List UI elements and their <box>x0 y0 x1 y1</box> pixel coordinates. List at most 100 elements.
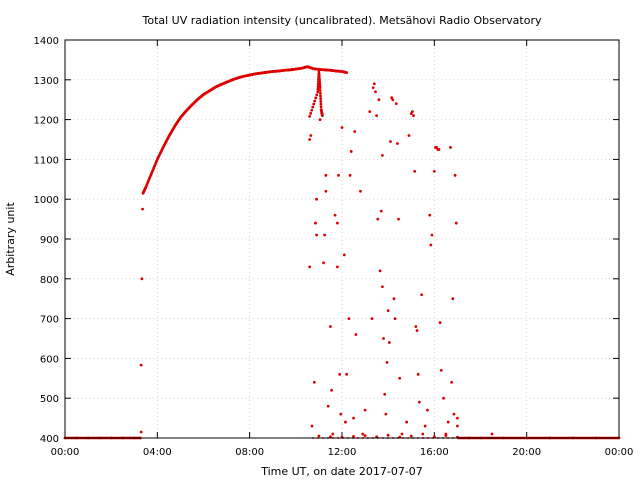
data-point <box>318 80 322 84</box>
y-tick-label: 900 <box>40 235 59 246</box>
data-point <box>371 86 375 90</box>
data-point <box>352 416 355 420</box>
data-point <box>318 82 322 86</box>
data-point <box>337 173 340 177</box>
data-point <box>456 416 459 420</box>
data-point <box>385 360 389 364</box>
y-tick-label: 1400 <box>34 36 59 47</box>
data-point <box>347 317 351 320</box>
x-tick-label: 16:00 <box>420 447 449 458</box>
data-point <box>449 146 452 149</box>
y-tick-label: 700 <box>40 315 59 326</box>
data-point <box>450 380 454 384</box>
data-point <box>374 90 377 94</box>
data-point <box>394 102 398 106</box>
data-point <box>318 78 321 82</box>
data-point <box>381 154 384 157</box>
data-point <box>384 412 388 416</box>
data-point <box>339 412 343 416</box>
data-point <box>310 108 314 112</box>
data-point <box>319 97 323 101</box>
y-tick-label: 1300 <box>34 76 59 87</box>
data-point <box>319 100 323 103</box>
data-point <box>172 126 176 130</box>
y-tick-label: 1100 <box>34 155 59 166</box>
data-point <box>454 221 458 225</box>
data-point <box>308 265 312 269</box>
data-point <box>319 105 323 109</box>
grid-lines <box>65 40 619 438</box>
data-point <box>313 99 317 103</box>
y-tick-label: 500 <box>40 394 59 405</box>
data-point <box>335 221 339 225</box>
data-point <box>432 169 436 173</box>
data-point <box>315 197 319 201</box>
data-point <box>160 147 164 151</box>
data-point <box>416 372 420 376</box>
data-point <box>415 329 419 332</box>
data-point <box>308 115 312 118</box>
data-point <box>338 372 342 376</box>
data-point <box>398 376 402 380</box>
data-point <box>382 337 385 340</box>
data-point <box>400 432 404 436</box>
data-point <box>318 91 322 95</box>
data-point <box>368 110 372 114</box>
plot-frame <box>64 39 620 439</box>
data-point <box>378 269 382 273</box>
axis-ticks: 400 500 600 700 800 900 1000 1100 1200 1300 1400 00… <box>34 36 634 458</box>
x-tick-label: 20:00 <box>512 447 541 458</box>
data-point <box>452 412 456 416</box>
data-point <box>379 209 383 213</box>
data-point <box>144 186 147 190</box>
data-point <box>411 110 414 114</box>
data-point <box>439 368 443 372</box>
data-point <box>316 87 320 91</box>
data-point <box>344 420 347 424</box>
data-point <box>140 277 144 281</box>
data-point <box>342 253 346 257</box>
data-point <box>451 297 455 301</box>
data-point <box>340 126 344 129</box>
data-point <box>381 285 384 289</box>
data-point <box>389 140 392 143</box>
data-point <box>317 76 321 80</box>
data-point <box>315 93 319 97</box>
data-point <box>318 84 322 88</box>
data-point <box>326 404 330 408</box>
data-point <box>318 118 322 121</box>
data-point <box>372 82 376 86</box>
x-tick-label: 08:00 <box>235 447 264 458</box>
chart-title: Total UV radiation intensity (uncalibrat… <box>142 14 542 27</box>
data-point <box>437 148 441 151</box>
data-point <box>317 70 321 74</box>
data-point <box>349 150 353 153</box>
x-axis-label: Time UT, on date 2017-07-07 <box>260 465 423 478</box>
data-point <box>149 173 153 177</box>
data-point <box>397 217 400 221</box>
data-point <box>407 134 411 137</box>
data-point <box>312 380 316 384</box>
data-point <box>412 114 415 118</box>
data-point <box>353 130 357 133</box>
data-point <box>392 297 396 301</box>
data-point <box>405 420 409 424</box>
data-point <box>393 317 397 320</box>
data-point <box>442 396 445 400</box>
data-point <box>330 388 334 392</box>
data-point <box>319 94 322 98</box>
x-tick-label: 00:00 <box>51 447 80 458</box>
data-point <box>428 213 432 217</box>
data-point <box>386 433 390 437</box>
data-point <box>317 434 321 438</box>
data-point <box>310 424 314 428</box>
data-point <box>354 333 358 336</box>
data-point <box>383 392 387 396</box>
data-point <box>363 408 367 412</box>
data-point <box>155 159 159 163</box>
data-point <box>423 424 427 428</box>
data-point <box>319 102 323 106</box>
data-point <box>335 265 339 269</box>
data-point <box>420 293 424 297</box>
